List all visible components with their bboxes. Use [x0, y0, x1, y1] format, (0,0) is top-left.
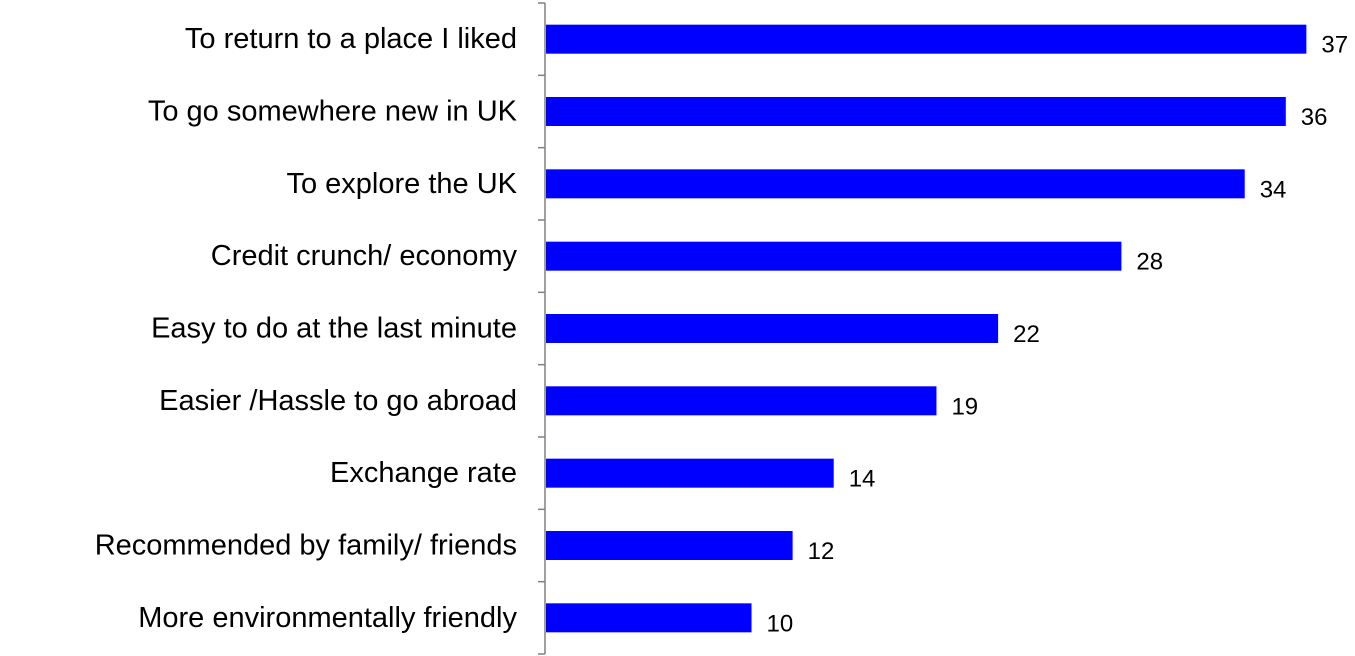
bar	[546, 603, 752, 633]
category-label: To go somewhere new in UK	[148, 96, 518, 128]
data-label: 34	[1260, 176, 1287, 203]
bar	[546, 241, 1122, 271]
category-labels: To return to a place I liked To go somewh…	[95, 23, 518, 634]
category-axis	[538, 2, 546, 655]
category-label: Recommended by family/ friends	[95, 530, 517, 562]
data-label: 37	[1321, 32, 1348, 59]
category-label: More environmentally friendly	[138, 602, 517, 634]
data-label: 12	[808, 538, 835, 565]
bar	[546, 386, 937, 416]
category-label: To explore the UK	[286, 168, 517, 200]
bar	[546, 458, 834, 488]
bar	[546, 97, 1286, 126]
data-label: 14	[849, 466, 876, 493]
data-label: 22	[1013, 321, 1040, 348]
data-labels: 37 36 34 28 22 19 14 12 10	[767, 32, 1349, 638]
bar	[546, 24, 1307, 54]
data-label: 36	[1301, 104, 1328, 131]
bar	[546, 169, 1245, 199]
bars	[546, 24, 1307, 633]
category-label: To return to a place I liked	[185, 23, 517, 55]
data-label: 19	[951, 393, 978, 420]
data-label: 10	[767, 610, 794, 637]
category-label: Exchange rate	[330, 457, 517, 489]
bar	[546, 314, 999, 343]
category-label: Easier /Hassle to go abroad	[159, 385, 517, 417]
bar	[546, 531, 793, 560]
data-label: 28	[1136, 249, 1163, 276]
category-label: Credit crunch/ economy	[211, 240, 518, 272]
category-label: Easy to do at the last minute	[151, 313, 517, 345]
